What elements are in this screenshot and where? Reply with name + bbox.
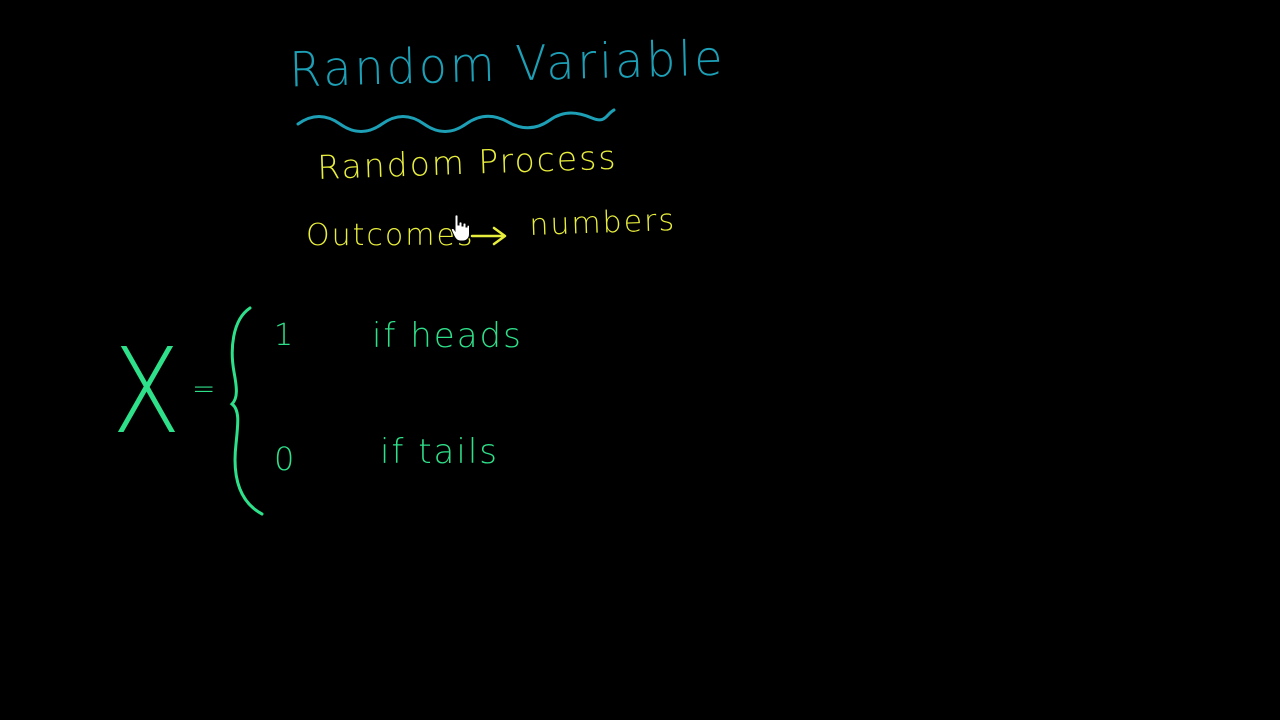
- case-value-2: 0: [274, 440, 297, 478]
- equals-sign: =: [192, 372, 218, 405]
- outcomes-label: Outcomes: [306, 218, 475, 253]
- case-condition-2: if tails: [380, 432, 499, 472]
- case-value-1: 1: [274, 318, 296, 353]
- case-condition-1: if heads: [372, 316, 523, 356]
- variable-x: X: [112, 322, 181, 460]
